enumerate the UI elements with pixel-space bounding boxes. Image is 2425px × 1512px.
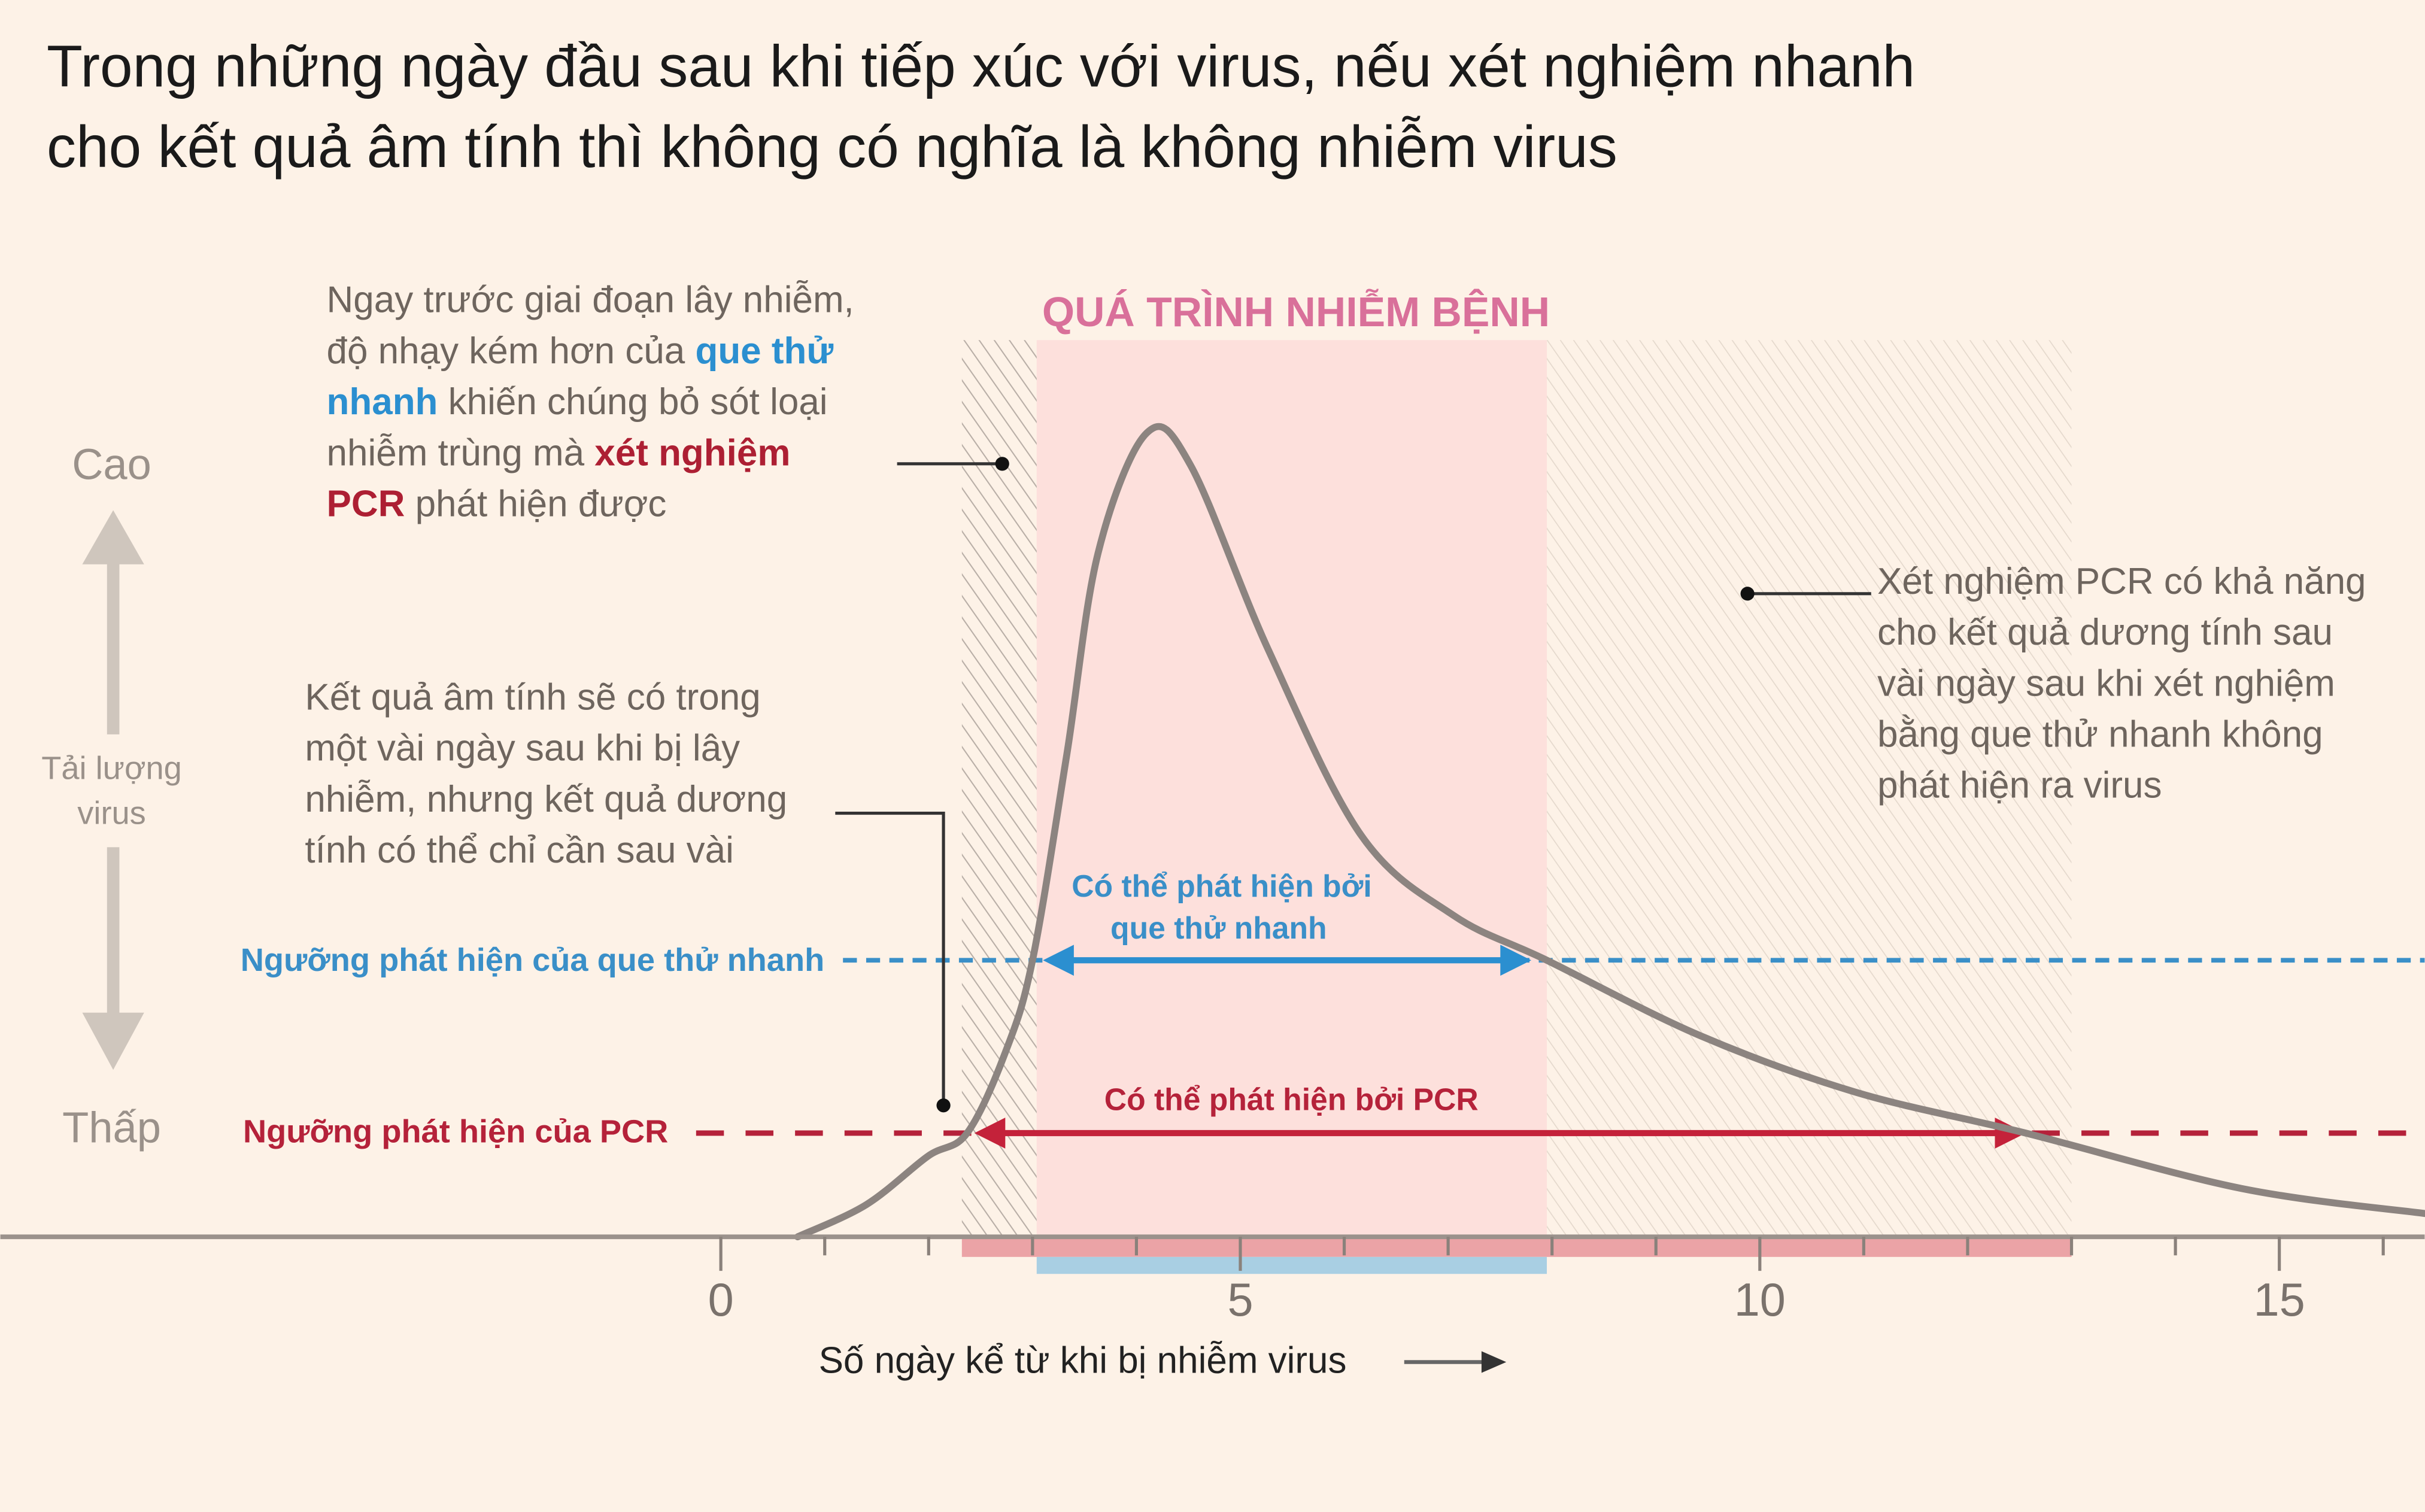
- annotation-text: nhiễm trùng mà: [327, 432, 595, 473]
- connector-negative-early: [835, 811, 951, 1113]
- annotation-line: cho kết quả dương tính sau: [1877, 612, 2333, 653]
- rapid-detection-arrow-right-head: [1500, 945, 1531, 976]
- rapid-threshold-label: Ngưỡng phát hiện của que thử nhanh: [241, 942, 824, 978]
- x-tick-label: 0: [708, 1274, 734, 1326]
- annotation-text: tính có thể chỉ cần sau vài: [305, 830, 734, 871]
- title-line-2: cho kết quả âm tính thì không có nghĩa l…: [47, 114, 1617, 180]
- highlight-red: xét nghiệm: [594, 432, 790, 473]
- highlight-red: PCR: [327, 484, 405, 525]
- annotation-text: một vài ngày sau khi bị lây: [305, 728, 740, 769]
- arrow-right-icon: [1404, 1351, 1507, 1373]
- annotation-line: Ngay trước giai đoạn lây nhiễm,: [327, 280, 854, 321]
- arrow-up-icon: [82, 510, 144, 734]
- annotation-line: nhiễm trùng mà xét nghiệm: [327, 432, 791, 473]
- annotation-text: Ngay trước giai đoạn lây nhiễm,: [327, 280, 854, 321]
- annotation-text: vài ngày sau khi xét nghiệm: [1877, 663, 2335, 704]
- annotation-line: bằng que thử nhanh không: [1877, 714, 2323, 755]
- annotation-text: nhiễm, nhưng kết quả dương: [305, 779, 787, 820]
- annotation-line: tính có thể chỉ cần sau vài: [305, 830, 734, 871]
- annotation-line: Xét nghiệm PCR có khả năng: [1877, 561, 2366, 602]
- annotation-line: phát hiện ra virus: [1877, 765, 2162, 806]
- y-high-label: Cao: [72, 441, 151, 489]
- annotation-line: độ nhạy kém hơn của que thử: [327, 330, 834, 372]
- y-axis-label-line-1: Tải lượng: [41, 751, 182, 787]
- x-tick-label: 10: [1734, 1274, 1786, 1326]
- annotation-text: phát hiện được: [405, 484, 666, 525]
- y-low-label: Thấp: [62, 1104, 161, 1152]
- x-tick-label: 5: [1227, 1274, 1253, 1326]
- viral-load-curve: [794, 423, 2425, 1241]
- y-axis-label-line-2: virus: [77, 796, 145, 831]
- x-tick-label: 15: [2254, 1274, 2305, 1326]
- annotation-line: PCR phát hiện được: [327, 484, 667, 525]
- annotation-before-infection: Ngay trước giai đoạn lây nhiễm, độ nhạy k…: [327, 280, 854, 525]
- highlight-blue: que thử: [695, 330, 833, 372]
- connector-pcr-later: [1740, 587, 1871, 601]
- annotation-text: Kết quả âm tính sẽ có trong: [305, 677, 760, 718]
- highlight-blue: nhanh: [327, 381, 438, 423]
- pre-infectious-hatched-region: [961, 340, 1037, 1237]
- pcr-threshold-label: Ngưỡng phát hiện của PCR: [243, 1114, 668, 1150]
- annotation-text: phát hiện ra virus: [1877, 765, 2162, 806]
- rapid-detection-arrow-left-head: [1043, 945, 1074, 976]
- annotation-line: một vài ngày sau khi bị lây: [305, 728, 740, 769]
- annotation-text: cho kết quả dương tính sau: [1877, 612, 2333, 653]
- title-line-1: Trong những ngày đầu sau khi tiếp xúc vớ…: [47, 34, 1915, 99]
- annotation-text: bằng que thử nhanh không: [1877, 714, 2323, 755]
- post-infectious-hatched-region: [1547, 340, 2072, 1237]
- annotation-text: độ nhạy kém hơn của: [327, 330, 696, 372]
- annotation-line: nhiễm, nhưng kết quả dương: [305, 779, 787, 820]
- rapid-range-label-1: Có thể phát hiện bởi: [1072, 869, 1371, 903]
- annotation-line: vài ngày sau khi xét nghiệm: [1877, 663, 2335, 704]
- pcr-detection-arrow-left-head: [974, 1118, 1006, 1149]
- pcr-window-bar: [961, 1238, 2072, 1257]
- phase-label: QUÁ TRÌNH NHIỄM BỆNH: [1042, 288, 1550, 335]
- annotation-text: khiến chúng bỏ sót loại: [438, 381, 827, 423]
- annotation-pcr-later: Xét nghiệm PCR có khả năng cho kết quả dư…: [1877, 561, 2366, 806]
- annotation-text: Xét nghiệm PCR có khả năng: [1877, 561, 2366, 602]
- rapid-window-bar: [1036, 1256, 1547, 1274]
- annotation-line: Kết quả âm tính sẽ có trong: [305, 677, 760, 718]
- arrow-down-icon: [82, 847, 144, 1070]
- pcr-range-label: Có thể phát hiện bởi PCR: [1104, 1082, 1479, 1116]
- connector-before-infection: [897, 457, 1009, 471]
- annotation-negative-early: Kết quả âm tính sẽ có trong một vài ngày …: [305, 677, 787, 872]
- annotation-line: nhanh khiến chúng bỏ sót loại: [327, 381, 828, 423]
- infectious-region: [1036, 340, 1547, 1237]
- rapid-range-label-2: que thử nhanh: [1110, 910, 1327, 945]
- x-axis-label: Số ngày kể từ khi bị nhiễm virus: [819, 1340, 1347, 1382]
